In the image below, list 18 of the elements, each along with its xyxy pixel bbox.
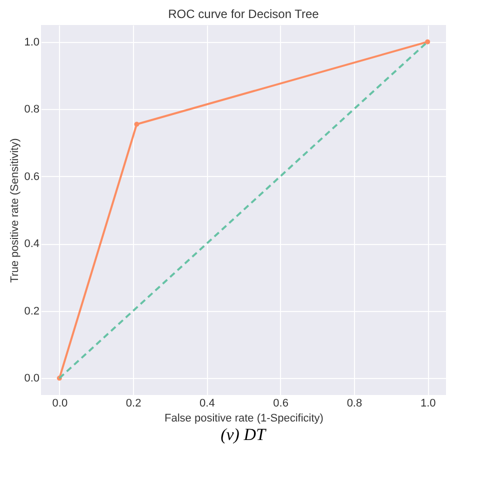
chart-title: ROC curve for Decison Tree bbox=[168, 7, 320, 21]
x-tick-label: 0.6 bbox=[273, 398, 288, 410]
x-tick-label: 0.8 bbox=[346, 398, 362, 410]
y-tick-label: 0.6 bbox=[24, 170, 40, 183]
y-tick-label: 1.0 bbox=[24, 36, 40, 48]
point bbox=[425, 39, 430, 44]
y-tick-label: 0.2 bbox=[24, 305, 40, 318]
x-tick-label: 0.4 bbox=[200, 398, 215, 410]
x-axis-title: False positive rate (1-Specificity) bbox=[164, 412, 324, 424]
y-tick-label: 0.4 bbox=[24, 238, 40, 250]
x-tick-label: 1.0 bbox=[420, 398, 436, 410]
y-tick-label: 0.0 bbox=[24, 372, 40, 385]
point bbox=[134, 122, 140, 127]
y-axis-title: True positive rate (Sensitivity) bbox=[9, 138, 22, 283]
y-tick-label: 0.8 bbox=[24, 104, 40, 116]
x-tick-label: 0.0 bbox=[52, 398, 68, 410]
x-tick-label: 0.2 bbox=[126, 398, 142, 410]
text: (v) DT bbox=[220, 425, 267, 444]
